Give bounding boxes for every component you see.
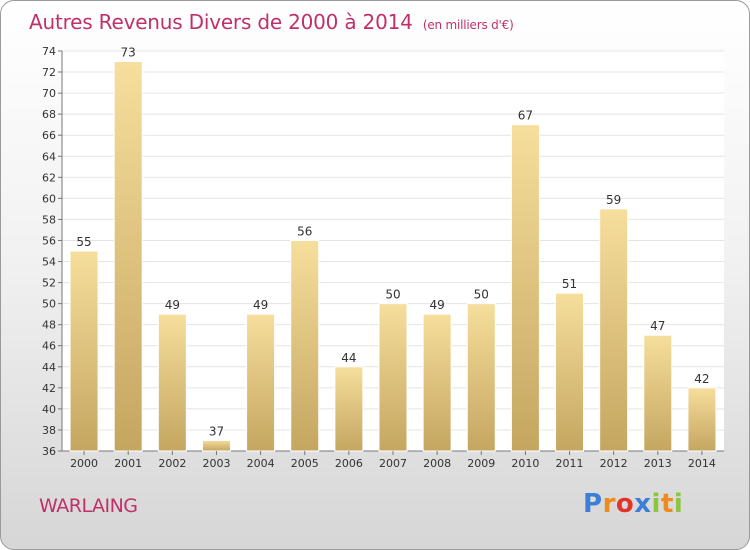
y-tick-label: 38 <box>42 424 56 437</box>
x-tick-label: 2003 <box>202 457 230 470</box>
y-tick-label: 52 <box>42 277 56 290</box>
y-tick-label: 56 <box>42 234 56 247</box>
y-tick-label: 46 <box>42 340 56 353</box>
data-label: 59 <box>606 193 621 207</box>
title-unit: (en milliers d'€) <box>422 18 514 32</box>
logo-letter: P <box>583 489 603 519</box>
logo-letter: i <box>651 489 661 519</box>
bar <box>422 313 452 452</box>
logo-letter: o <box>615 489 635 519</box>
data-label: 51 <box>562 277 577 291</box>
bar <box>157 313 187 452</box>
x-tick-label: 2014 <box>688 457 716 470</box>
logo-letter: i <box>673 489 684 519</box>
bar <box>643 334 673 452</box>
x-tick-label: 2002 <box>158 457 186 470</box>
x-tick-label: 2000 <box>70 457 98 470</box>
data-label: 67 <box>518 109 533 123</box>
chart-title: Autres Revenus Divers de 2000 à 2014 (en… <box>29 10 514 34</box>
x-tick-label: 2010 <box>511 457 539 470</box>
bar <box>334 366 364 452</box>
bar <box>510 124 540 452</box>
data-label: 49 <box>253 298 268 312</box>
bar <box>555 292 585 452</box>
data-label: 49 <box>165 298 180 312</box>
y-tick-label: 44 <box>42 361 56 374</box>
y-tick-label: 74 <box>42 45 56 58</box>
x-tick-label: 2012 <box>600 457 628 470</box>
bar <box>201 439 231 452</box>
data-label: 50 <box>474 288 489 302</box>
proxiti-logo: Proxiti <box>583 489 683 519</box>
x-tick-label: 2009 <box>467 457 495 470</box>
data-label: 50 <box>385 288 400 302</box>
x-tick-label: 2008 <box>423 457 451 470</box>
place-name: WARLAING <box>39 495 138 517</box>
y-tick-label: 70 <box>42 87 56 100</box>
data-label: 37 <box>209 424 224 438</box>
title-main: Autres Revenus Divers de 2000 à 2014 <box>29 10 413 34</box>
bar <box>599 208 629 452</box>
logo-letter: x <box>634 489 652 519</box>
y-tick-label: 40 <box>42 403 56 416</box>
bar <box>290 239 320 452</box>
y-tick-label: 66 <box>42 129 56 142</box>
x-tick-label: 2007 <box>379 457 407 470</box>
y-tick-label: 48 <box>42 319 56 332</box>
bar <box>378 303 408 452</box>
data-label: 55 <box>76 235 91 249</box>
y-tick-label: 36 <box>42 445 56 458</box>
logo-letter: r <box>602 489 616 519</box>
y-tick-label: 72 <box>42 66 56 79</box>
data-label: 49 <box>429 298 444 312</box>
y-tick-label: 42 <box>42 382 56 395</box>
data-label: 44 <box>341 351 356 365</box>
x-tick-label: 2013 <box>644 457 672 470</box>
x-tick-label: 2011 <box>556 457 584 470</box>
data-label: 56 <box>297 224 312 238</box>
x-tick-label: 2006 <box>335 457 363 470</box>
y-tick-label: 68 <box>42 108 56 121</box>
y-tick-label: 58 <box>42 213 56 226</box>
bar <box>687 387 717 452</box>
x-tick-label: 2004 <box>247 457 275 470</box>
bar <box>113 61 143 452</box>
bar <box>69 250 99 452</box>
y-tick-label: 64 <box>42 150 56 163</box>
data-label: 47 <box>650 319 665 333</box>
y-tick-label: 62 <box>42 171 56 184</box>
x-tick-label: 2001 <box>114 457 142 470</box>
bar <box>466 303 496 452</box>
data-label: 73 <box>121 46 136 60</box>
logo-letter: t <box>660 489 674 519</box>
data-label: 42 <box>694 372 709 386</box>
x-tick-label: 2005 <box>291 457 319 470</box>
y-tick-label: 50 <box>42 298 56 311</box>
bar <box>246 313 276 452</box>
y-tick-label: 60 <box>42 192 56 205</box>
y-tick-label: 54 <box>42 256 56 269</box>
